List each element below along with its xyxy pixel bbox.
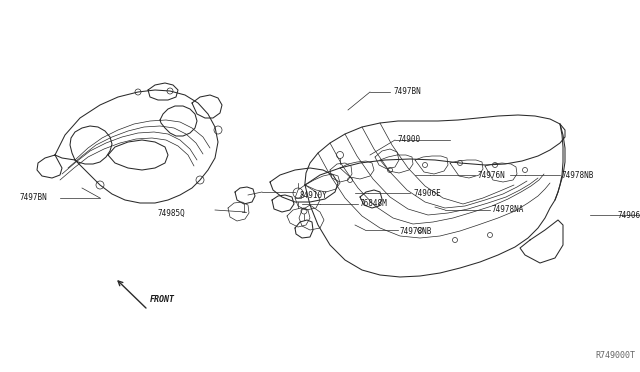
- Text: 74978NB: 74978NB: [399, 228, 431, 237]
- Text: 76848M: 76848M: [360, 199, 388, 208]
- Text: R749000T: R749000T: [595, 350, 635, 359]
- Text: 84910Y: 84910Y: [300, 190, 328, 199]
- Text: 74906: 74906: [618, 211, 640, 219]
- Text: 74906E: 74906E: [413, 189, 441, 198]
- Text: 74900: 74900: [398, 135, 421, 144]
- Text: 74985Q: 74985Q: [158, 208, 186, 218]
- Text: 74976N: 74976N: [477, 170, 505, 180]
- Text: 7497BN: 7497BN: [393, 87, 420, 96]
- Text: FRONT: FRONT: [150, 295, 175, 305]
- Text: 74978NB: 74978NB: [561, 170, 593, 180]
- Text: 74978NA: 74978NA: [491, 205, 524, 215]
- Text: 7497BN: 7497BN: [20, 193, 48, 202]
